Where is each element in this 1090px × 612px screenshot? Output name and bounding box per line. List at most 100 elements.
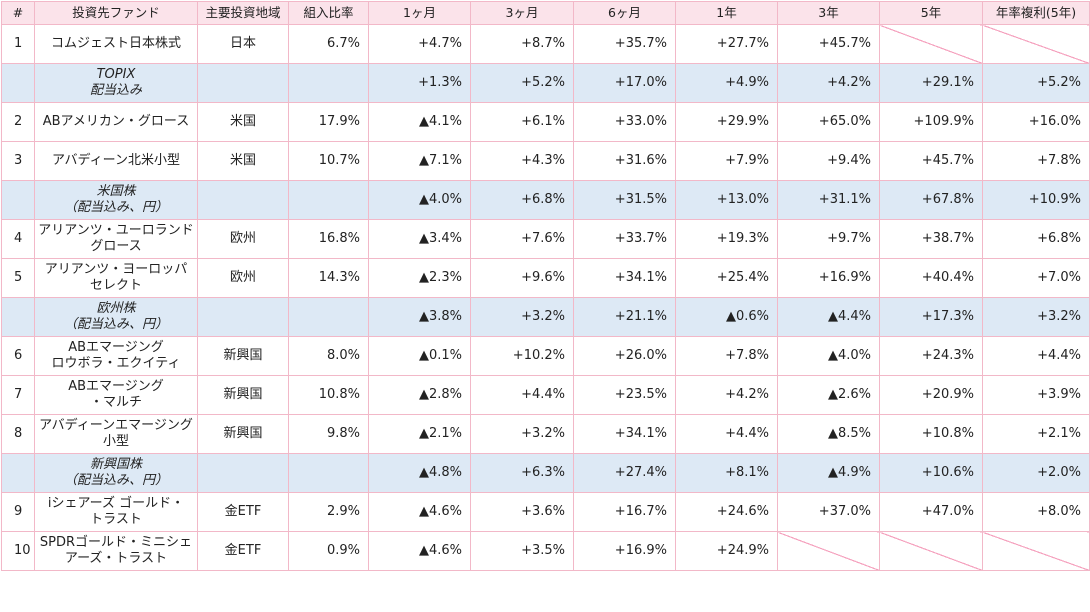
return-m6-cell: +27.4% <box>573 453 676 493</box>
benchmark-name: 米国株 （配当込み、円） <box>34 180 198 220</box>
weight-cell: 6.7% <box>288 24 369 64</box>
fund-name: ABエマージング ロウボラ・エクイティ <box>34 336 198 376</box>
return-m6-cell: +34.1% <box>573 258 676 298</box>
return-cagr-cell <box>982 24 1090 64</box>
return-m1-cell: ▲4.6% <box>368 492 471 532</box>
name-line: ABアメリカン・グロース <box>42 114 190 129</box>
table-row: 7 ABエマージング ・マルチ 新興国 10.8% ▲2.8% +4.4% +23.5% +4.… <box>1 375 1090 415</box>
fund-name: アリアンツ・ヨーロッパ セレクト <box>34 258 198 298</box>
table-row: 5 アリアンツ・ヨーロッパ セレクト 欧州 14.3% ▲2.3% +9.6% +34.1% +… <box>1 258 1090 298</box>
return-y1-cell: +25.4% <box>675 258 778 298</box>
return-cagr-cell <box>982 531 1090 571</box>
name-line: 配当込み <box>89 83 142 98</box>
table-row: 3 アバディーン北米小型 米国 10.7% ▲7.1% +4.3% +31.6% +7.9% +… <box>1 141 1090 181</box>
return-y5-cell: +47.0% <box>879 492 983 532</box>
return-y5-cell: +109.9% <box>879 102 983 142</box>
table-row: 10 SPDRゴールド・ミニシェ アーズ・トラスト 金ETF 0.9% ▲4.6% +3.5… <box>1 531 1090 571</box>
return-m6-cell: +16.9% <box>573 531 676 571</box>
fund-name: アバディーン北米小型 <box>34 141 198 181</box>
col-header-3y: 3年 <box>777 1 880 25</box>
return-m6-cell: +16.7% <box>573 492 676 532</box>
return-y1-cell: +29.9% <box>675 102 778 142</box>
name-line: ・マルチ <box>89 395 142 410</box>
return-m1-cell: ▲2.8% <box>368 375 471 415</box>
name-line: （配当込み、円） <box>63 200 168 215</box>
return-y1-cell: ▲0.6% <box>675 297 778 337</box>
return-m3-cell: +3.5% <box>470 531 574 571</box>
region-cell <box>197 63 289 103</box>
return-m1-cell: +1.3% <box>368 63 471 103</box>
benchmark-row: 米国株 （配当込み、円） ▲4.0% +6.8% +31.5% +13.0% +31.1% +… <box>1 180 1090 220</box>
region-cell <box>197 297 289 337</box>
return-y3-cell: +37.0% <box>777 492 880 532</box>
benchmark-row: 新興国株 （配当込み、円） ▲4.8% +6.3% +27.4% +8.1% ▲4.9% +1… <box>1 453 1090 493</box>
row-number: 5 <box>1 258 35 298</box>
col-header-5y: 5年 <box>879 1 983 25</box>
return-m1-cell: ▲4.8% <box>368 453 471 493</box>
weight-cell: 10.7% <box>288 141 369 181</box>
row-number: 1 <box>1 24 35 64</box>
name-line: アーズ・トラスト <box>64 551 168 566</box>
col-header-fund: 投資先ファンド <box>34 1 198 25</box>
return-y3-cell: +65.0% <box>777 102 880 142</box>
return-y3-cell: ▲4.0% <box>777 336 880 376</box>
table-row: 8 アバディーンエマージング 小型 新興国 9.8% ▲2.1% +3.2% +34.1% +4… <box>1 414 1090 454</box>
return-m6-cell: +31.6% <box>573 141 676 181</box>
name-line: ABエマージング <box>68 340 164 355</box>
col-header-cagr: 年率複利(5年) <box>982 1 1090 25</box>
region-cell: 新興国 <box>197 414 289 454</box>
return-m1-cell: ▲4.1% <box>368 102 471 142</box>
fund-name: コムジェスト日本株式 <box>34 24 198 64</box>
col-header-no: # <box>1 1 35 25</box>
return-m3-cell: +4.4% <box>470 375 574 415</box>
col-header-region: 主要投資地域 <box>197 1 289 25</box>
row-number: 7 <box>1 375 35 415</box>
return-m1-cell: ▲0.1% <box>368 336 471 376</box>
return-m3-cell: +3.2% <box>470 414 574 454</box>
fund-name: iシェアーズ ゴールド・ トラスト <box>34 492 198 532</box>
benchmark-name: 新興国株 （配当込み、円） <box>34 453 198 493</box>
return-y3-cell: ▲4.4% <box>777 297 880 337</box>
return-m6-cell: +21.1% <box>573 297 676 337</box>
row-number: 2 <box>1 102 35 142</box>
return-cagr-cell: +6.8% <box>982 219 1090 259</box>
return-m6-cell: +33.7% <box>573 219 676 259</box>
return-y5-cell <box>879 531 983 571</box>
region-cell <box>197 180 289 220</box>
fund-name: アリアンツ・ユーロランド グロース <box>34 219 198 259</box>
return-y1-cell: +27.7% <box>675 24 778 64</box>
weight-cell: 14.3% <box>288 258 369 298</box>
benchmark-name: TOPIX 配当込み <box>34 63 198 103</box>
return-cagr-cell: +4.4% <box>982 336 1090 376</box>
return-m1-cell: ▲3.8% <box>368 297 471 337</box>
return-m6-cell: +34.1% <box>573 414 676 454</box>
name-line: 米国株 <box>96 184 136 199</box>
weight-cell <box>288 63 369 103</box>
return-y1-cell: +7.8% <box>675 336 778 376</box>
name-line: アリアンツ・ユーロランド <box>38 223 194 238</box>
return-cagr-cell: +5.2% <box>982 63 1090 103</box>
return-y3-cell: +45.7% <box>777 24 880 64</box>
return-m3-cell: +3.2% <box>470 297 574 337</box>
return-cagr-cell: +16.0% <box>982 102 1090 142</box>
region-cell: 金ETF <box>197 492 289 532</box>
weight-cell <box>288 453 369 493</box>
name-line: アバディーンエマージング <box>39 418 193 433</box>
weight-cell: 9.8% <box>288 414 369 454</box>
row-number <box>1 180 35 220</box>
return-y1-cell: +7.9% <box>675 141 778 181</box>
return-cagr-cell: +10.9% <box>982 180 1090 220</box>
table-row: 2 ABアメリカン・グロース 米国 17.9% ▲4.1% +6.1% +33.0% +29.… <box>1 102 1090 142</box>
return-m1-cell: ▲2.1% <box>368 414 471 454</box>
name-line: アバディーン北米小型 <box>52 153 180 168</box>
row-number <box>1 453 35 493</box>
return-cagr-cell: +3.2% <box>982 297 1090 337</box>
table-row: 4 アリアンツ・ユーロランド グロース 欧州 16.8% ▲3.4% +7.6% +33.7%… <box>1 219 1090 259</box>
return-y1-cell: +24.6% <box>675 492 778 532</box>
table-row: 6 ABエマージング ロウボラ・エクイティ 新興国 8.0% ▲0.1% +10.2% +26… <box>1 336 1090 376</box>
return-y3-cell: ▲2.6% <box>777 375 880 415</box>
name-line: セレクト <box>89 278 142 293</box>
return-m1-cell: ▲7.1% <box>368 141 471 181</box>
region-cell: 欧州 <box>197 258 289 298</box>
return-m3-cell: +8.7% <box>470 24 574 64</box>
